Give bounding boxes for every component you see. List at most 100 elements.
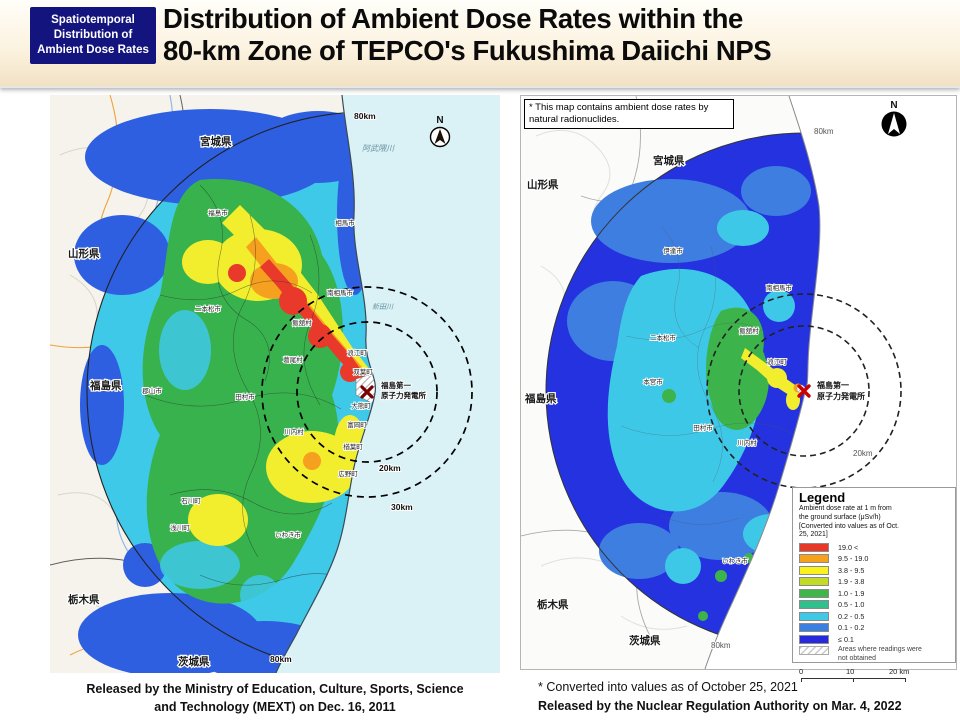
town-label: 伊達市 [663,246,683,255]
town-label: 南相馬市 [327,288,354,297]
town-label: 田村市 [693,423,713,432]
page-title: Distribution of Ambient Dose Rates withi… [163,3,772,67]
map-2011-mext: 阿武隈川 新田川 80km 20km 30km 80km 山形県 宮城県 福島県… [50,95,500,673]
town-label: 川内村 [284,427,304,436]
pref-label-miyagi: 宮城県 [200,135,232,148]
town-label: 相馬市 [335,218,355,227]
legend-swatch [799,577,829,587]
town-label: 浅川町 [170,523,190,532]
ring-label-20km: 20km [853,449,873,458]
nps-marker-icon [797,384,811,398]
ring-label-80km-bottom: 80km [270,654,292,664]
town-label: 郡山市 [142,386,162,395]
caption-nra: * Converted into values as of October 25… [538,678,958,716]
legend-swatch [799,623,829,633]
nps-label-line2: 原子力発電所 [381,390,426,400]
badge-line: Spatiotemporal [51,14,135,27]
caption-mext-line1: Released by the Ministry of Education, C… [86,682,464,696]
svg-text:N: N [436,115,443,126]
pref-label-tochigi: 栃木県 [68,593,100,606]
legend-swatch [799,611,829,621]
ring-label-30km: 30km [391,502,413,512]
coastline [275,95,377,673]
caption-mext: Released by the Ministry of Education, C… [60,680,490,716]
river-label-abukuma: 阿武隈川 [362,144,395,153]
legend-swatch [799,634,829,644]
legend-entry: 0.2 - 0.5 [799,611,949,622]
sea [276,95,500,673]
town-label: 二本松市 [195,304,222,313]
pref-label-ibaraki: 茨城県 [178,655,210,668]
river-label-niida: 新田川 [372,303,394,311]
badge-line: Distribution of [53,29,133,42]
legend-entry: 19.0 < [799,542,949,553]
nps-label-line1: 福島第一 [816,380,849,390]
municipal-borders [144,184,365,588]
ring-label-80km-bottom: 80km [711,641,731,650]
town-label: 浪江町 [767,357,787,366]
caption-nra-release: Released by the Nuclear Regulation Autho… [538,698,902,713]
legend-swatch [799,542,829,552]
town-label: 川内村 [737,438,757,447]
town-labels: 相馬市 南相馬市 飯舘村 葛尾村 浪江町 双葉町 大熊町 富岡町 楢葉町 広野町… [141,207,374,540]
town-label: 広野町 [338,469,358,478]
pref-label-yamagata: 山形県 [527,178,559,191]
legend-entry: 1.0 - 1.9 [799,588,949,599]
pref-label-yamagata: 山形県 [68,247,100,260]
town-label: いわき市 [722,556,749,565]
pref-label-tochigi: 栃木県 [537,598,569,611]
legend-swatch [799,600,829,610]
legend-entry: 3.8 - 9.5 [799,565,949,576]
legend-description: Ambient dose rate at 1 m from the ground… [799,505,899,539]
hatch-label: Areas where readings were not obtained [838,646,922,662]
title-line-2: 80-km Zone of TEPCO's Fukushima Daiichi … [163,34,772,66]
legend-entry: 0.1 - 0.2 [799,622,949,633]
hatch-swatch [799,646,829,656]
ring-label-80km-top: 80km [814,127,834,136]
map-2021-nra: 80km 20km 30km 80km 山形県 宮城県 福島県 栃木県 茨城県 … [520,95,957,682]
pref-label-fukushima: 福島県 [89,379,122,392]
legend-swatch [799,588,829,598]
town-label: 石川町 [181,497,201,505]
scale-bar: 0 10 20 km [799,667,917,685]
legend-entry: 0.5 - 1.0 [799,599,949,610]
title-line-1: Distribution of Ambient Dose Rates withi… [163,3,743,34]
legend: Legend Ambient dose rate at 1 m from the… [792,487,956,682]
legend-entry: 1.9 - 3.8 [799,576,949,587]
ring-label-20km: 20km [379,463,401,473]
legend-swatch [799,554,829,564]
pref-label-miyagi: 宮城県 [653,154,685,167]
municipal-borders [620,225,802,525]
legend-entry: ≤ 0.1 [799,634,949,645]
town-label: 富岡町 [347,420,367,429]
svg-text:N: N [890,100,897,111]
legend-hatch-entry: Areas where readings were not obtained [799,646,949,663]
ring-label-80km-top: 80km [354,111,376,121]
converted-values-footnote: * Converted into values as of October 25… [538,680,798,694]
note-line-2: natural radionuclides. [529,113,620,125]
town-label: 浪江町 [347,348,367,357]
town-label: 福島市 [208,208,228,217]
town-label: 本宮市 [643,377,663,386]
caption-mext-line2: and Technology (MEXT) on Dec. 16, 2011 [154,700,396,715]
nps-label-line2: 原子力発電所 [817,391,865,401]
north-compass-icon: N [429,115,451,148]
town-label: 飯舘村 [292,318,312,327]
distance-rings [261,286,473,498]
topic-badge: Spatiotemporal Distribution of Ambient D… [30,7,156,64]
map-2011-canvas: 阿武隈川 新田川 80km 20km 30km 80km 山形県 宮城県 福島県… [50,95,500,673]
town-label: 大熊町 [351,401,371,410]
badge-line: Ambient Dose Rates [37,43,149,56]
town-label: 田村市 [235,392,255,401]
pref-label-fukushima: 福島県 [524,392,557,405]
note-line-1: * This map contains ambient dose rates b… [529,102,709,113]
legend-title: Legend [799,490,846,505]
pref-label-ibaraki: 茨城県 [629,634,661,647]
slide-header: Spatiotemporal Distribution of Ambient D… [0,0,960,88]
town-label: 飯舘村 [739,326,759,335]
north-compass-icon: N [881,100,907,137]
town-label: 葛尾村 [283,355,303,364]
nps-label-line1: 福島第一 [380,380,411,390]
map-2021-canvas: 80km 20km 30km 80km 山形県 宮城県 福島県 栃木県 茨城県 … [521,96,956,669]
